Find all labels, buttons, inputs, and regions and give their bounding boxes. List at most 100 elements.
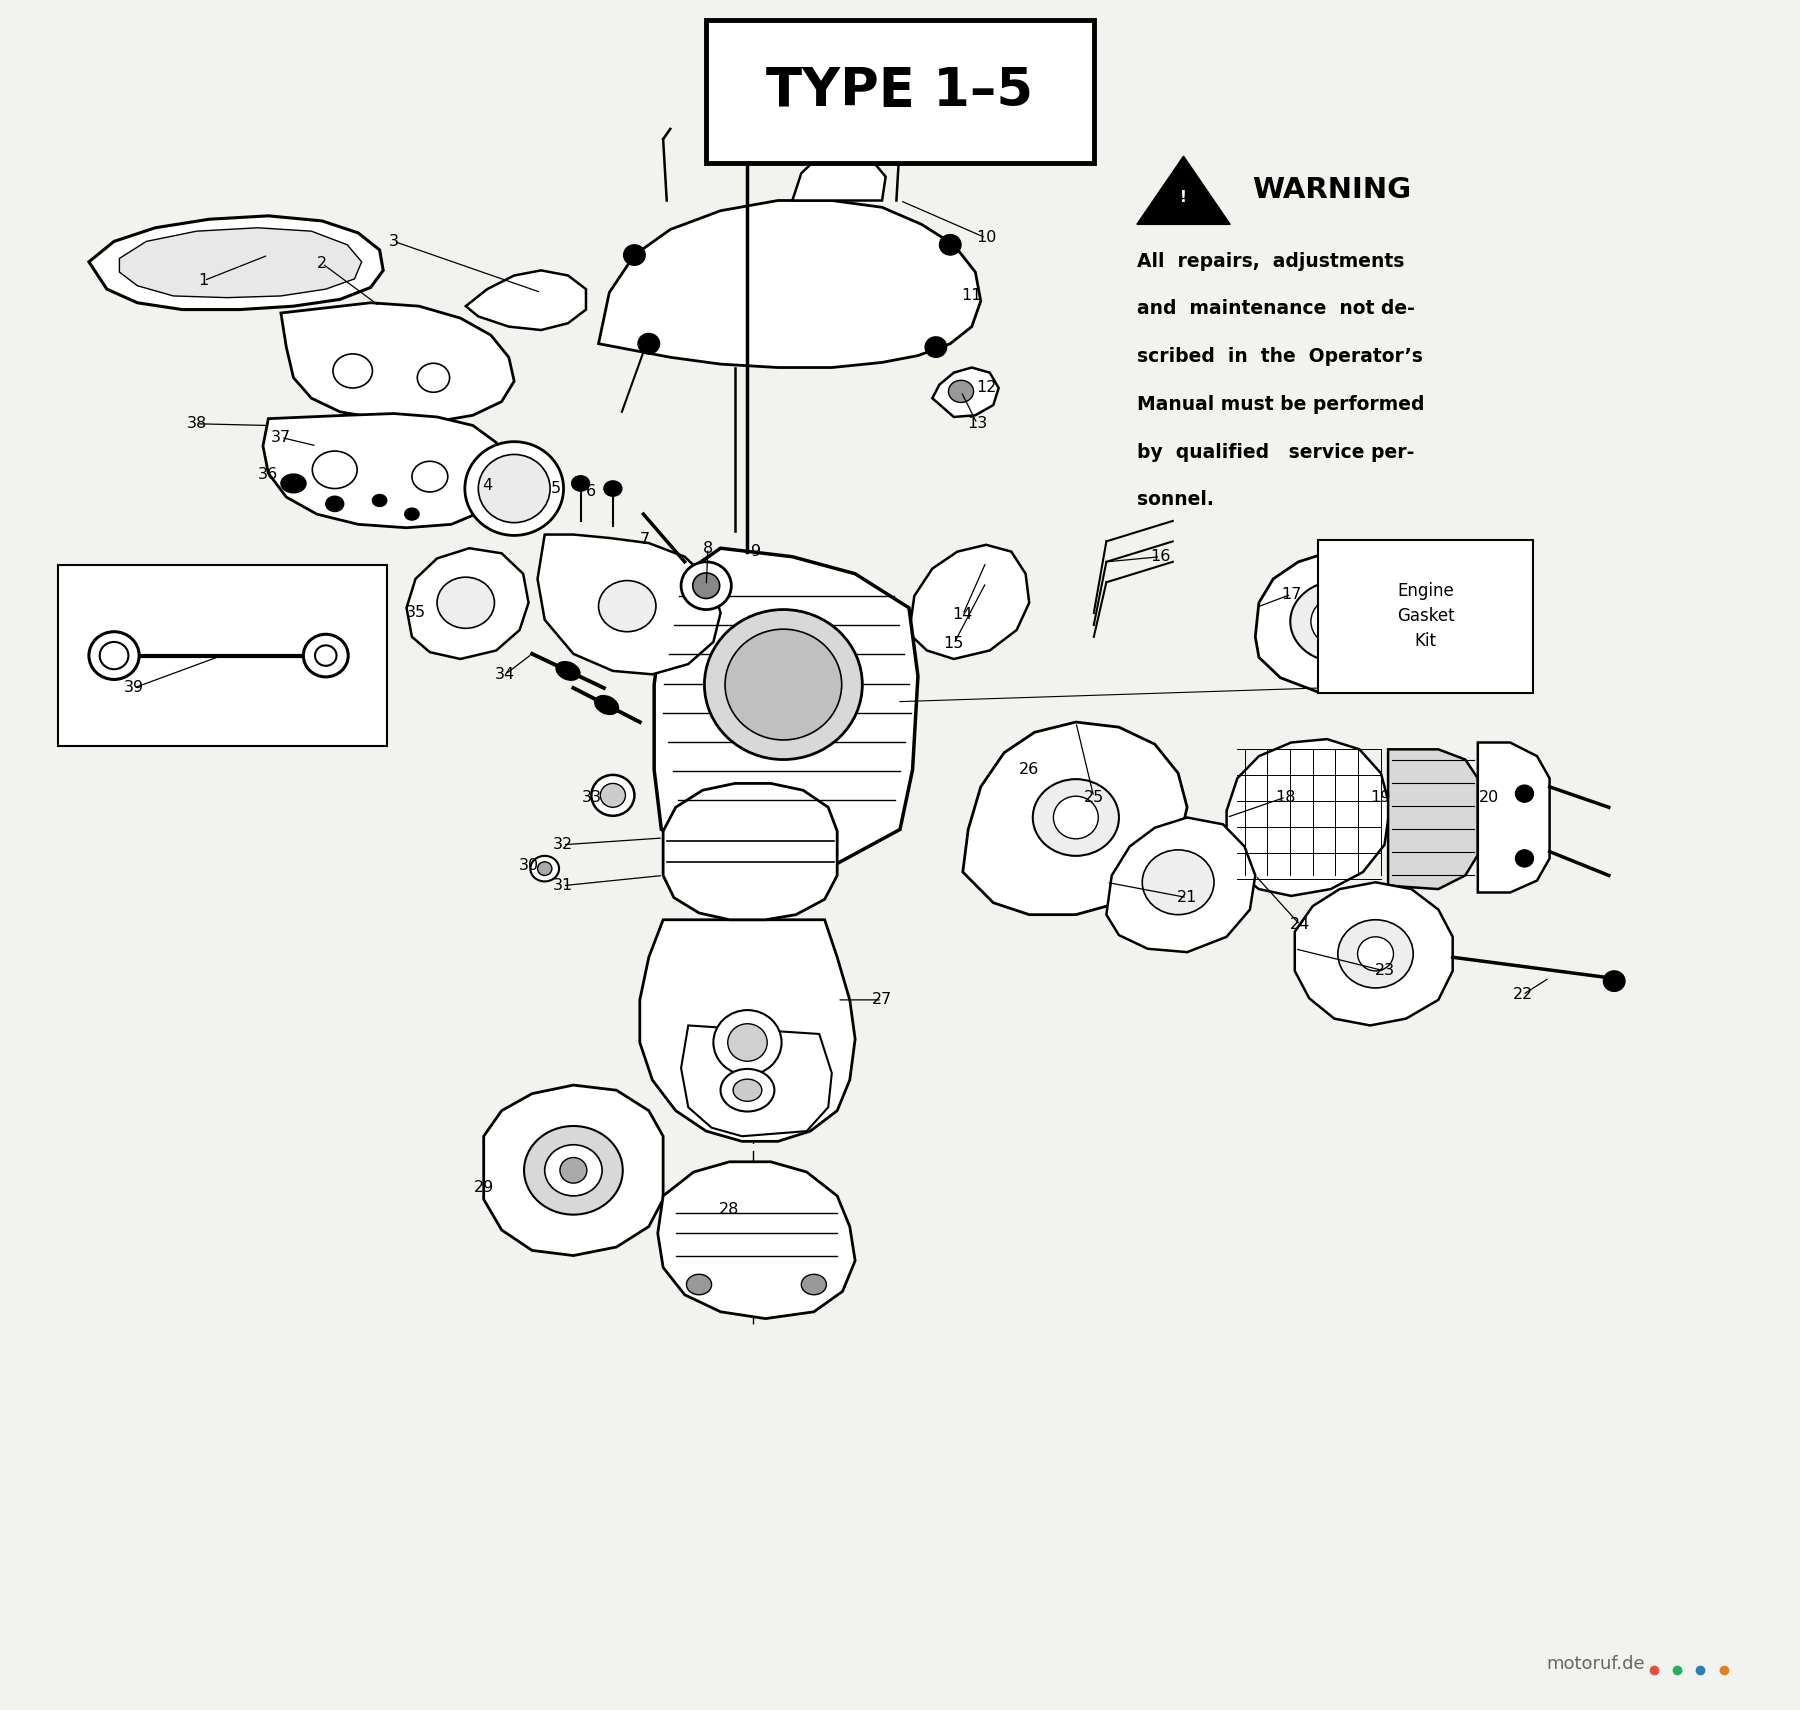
Text: sonnel.: sonnel. [1138,491,1213,510]
Text: 28: 28 [720,1202,740,1218]
Ellipse shape [281,474,306,492]
Text: 34: 34 [495,667,515,682]
Polygon shape [909,545,1030,658]
Text: 6: 6 [587,484,596,499]
Text: 21: 21 [1177,891,1197,905]
Ellipse shape [1337,920,1413,988]
Ellipse shape [326,496,344,511]
Ellipse shape [693,573,720,598]
Text: 16: 16 [1150,549,1170,564]
Ellipse shape [727,1024,767,1062]
Text: by  qualified   service per-: by qualified service per- [1138,443,1415,462]
Ellipse shape [1310,595,1368,646]
Text: Engine
Gasket
Kit: Engine Gasket Kit [1397,583,1454,650]
Ellipse shape [940,234,961,255]
Ellipse shape [437,578,495,628]
Ellipse shape [88,631,139,679]
Ellipse shape [313,451,356,489]
Text: 37: 37 [270,429,292,445]
Text: WARNING: WARNING [1251,176,1411,203]
Text: 19: 19 [1372,790,1391,804]
Polygon shape [1294,882,1453,1026]
Text: 22: 22 [1512,987,1534,1002]
Ellipse shape [412,462,448,492]
Text: 39: 39 [124,681,144,696]
Polygon shape [963,722,1188,915]
Ellipse shape [925,337,947,357]
Text: 29: 29 [473,1180,493,1195]
Ellipse shape [605,481,621,496]
Text: 27: 27 [871,992,893,1007]
Polygon shape [263,414,506,528]
Text: 5: 5 [551,481,560,496]
Ellipse shape [704,609,862,759]
Polygon shape [1138,156,1229,224]
Polygon shape [1388,749,1478,889]
Polygon shape [932,368,999,417]
Text: 20: 20 [1478,790,1499,804]
Polygon shape [88,215,383,310]
Text: !: ! [1181,190,1186,205]
Text: 10: 10 [976,231,997,246]
Polygon shape [119,227,362,298]
Ellipse shape [418,363,450,392]
Text: 11: 11 [961,289,983,303]
Polygon shape [1478,742,1550,893]
Text: 17: 17 [1282,587,1301,602]
Text: and  maintenance  not de-: and maintenance not de- [1138,299,1415,318]
Text: 7: 7 [641,532,650,547]
Polygon shape [407,549,529,658]
Polygon shape [639,920,855,1141]
Text: 38: 38 [187,416,207,431]
Polygon shape [792,150,886,200]
Polygon shape [484,1086,662,1255]
Text: 1: 1 [198,274,209,287]
Ellipse shape [304,634,347,677]
Ellipse shape [545,1144,603,1195]
Text: 23: 23 [1375,963,1395,978]
Text: 36: 36 [257,467,279,482]
Polygon shape [1107,817,1255,952]
Ellipse shape [556,662,580,681]
FancyBboxPatch shape [58,566,387,746]
Text: 2: 2 [317,256,328,272]
Ellipse shape [1291,581,1390,662]
Ellipse shape [1604,971,1625,992]
Text: motoruf.de: motoruf.de [1546,1655,1645,1672]
Ellipse shape [949,380,974,402]
Ellipse shape [680,563,731,609]
Polygon shape [653,549,918,869]
Text: 35: 35 [405,605,425,621]
Ellipse shape [333,354,373,388]
Polygon shape [538,535,720,674]
Ellipse shape [538,862,553,876]
Text: 24: 24 [1291,917,1310,932]
Polygon shape [662,783,837,920]
Polygon shape [657,1161,855,1318]
Ellipse shape [599,581,655,631]
Text: 18: 18 [1276,790,1296,804]
Ellipse shape [572,475,590,491]
Ellipse shape [479,455,551,523]
Ellipse shape [373,494,387,506]
Text: 15: 15 [943,636,965,652]
Polygon shape [1226,739,1390,896]
Text: 31: 31 [553,879,572,893]
Ellipse shape [725,629,842,740]
Text: 12: 12 [976,381,997,395]
Polygon shape [599,200,981,368]
Text: 32: 32 [553,838,572,852]
Polygon shape [680,1026,832,1135]
Text: TYPE 1–5: TYPE 1–5 [767,65,1033,118]
Ellipse shape [686,1274,711,1294]
Text: 4: 4 [482,477,493,492]
FancyBboxPatch shape [706,21,1094,162]
Ellipse shape [405,508,419,520]
Ellipse shape [1357,937,1393,971]
FancyBboxPatch shape [1318,540,1534,693]
Ellipse shape [720,1069,774,1112]
Ellipse shape [464,441,563,535]
Ellipse shape [1053,797,1098,840]
Text: 33: 33 [581,790,601,804]
Ellipse shape [99,641,128,669]
